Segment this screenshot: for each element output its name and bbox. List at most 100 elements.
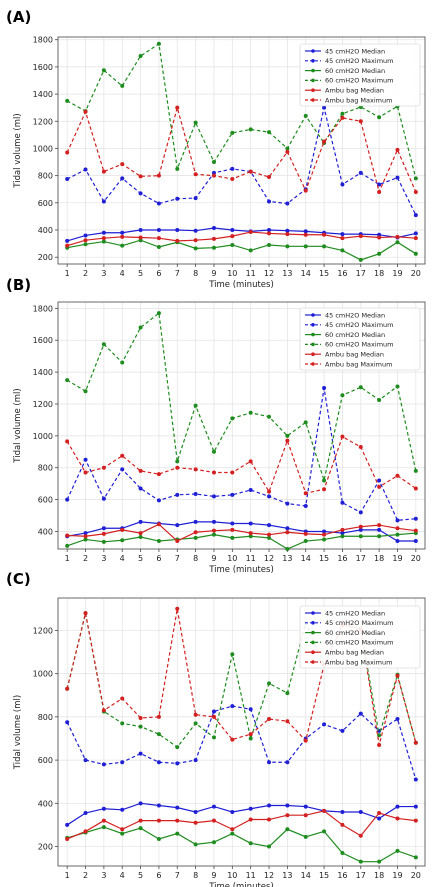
data-point [175, 166, 180, 171]
data-point [303, 232, 308, 237]
data-point [285, 530, 290, 535]
data-point [175, 523, 180, 528]
data-point [267, 175, 272, 180]
data-point [395, 673, 400, 678]
x-tick-label: 9 [211, 871, 216, 880]
series-line-4 [66, 312, 417, 483]
series-line-3 [66, 532, 416, 550]
data-point [156, 311, 161, 316]
data-point [65, 439, 70, 444]
x-tick-label: 10 [227, 269, 237, 278]
data-point [248, 410, 253, 415]
data-point [322, 139, 327, 144]
data-point [303, 539, 308, 544]
data-point [285, 201, 290, 206]
data-point [101, 169, 106, 174]
data-point [377, 527, 382, 532]
data-point [267, 717, 272, 722]
data-point [230, 166, 235, 171]
data-point [65, 720, 70, 725]
data-point [340, 248, 345, 253]
data-point [83, 457, 88, 462]
x-tick-label: 11 [246, 554, 256, 563]
data-point [65, 238, 70, 243]
data-point [193, 238, 198, 243]
data-point [413, 855, 418, 860]
data-point [322, 722, 327, 727]
data-point [377, 523, 382, 528]
legend-swatch-marker [311, 640, 315, 645]
data-point [211, 709, 216, 714]
data-point [395, 848, 400, 853]
data-point [267, 228, 272, 233]
x-tick-label: 17 [356, 554, 366, 563]
data-point [83, 242, 88, 247]
data-point [120, 760, 125, 765]
series-line-2 [66, 387, 416, 521]
x-tick-label: 19 [392, 871, 402, 880]
data-point [248, 169, 253, 174]
legend-swatch-marker [311, 352, 315, 357]
x-axis-label: Time (minutes) [208, 882, 274, 887]
data-point [358, 859, 363, 864]
data-point [138, 801, 143, 806]
data-point [65, 822, 70, 827]
data-point [285, 501, 290, 506]
data-point [83, 758, 88, 763]
data-point [65, 150, 70, 155]
data-point [101, 539, 106, 544]
y-tick-label: 400 [38, 527, 53, 536]
data-point [138, 174, 143, 179]
data-point [175, 831, 180, 836]
legend-swatch-marker [311, 621, 315, 625]
data-point [267, 844, 272, 849]
data-point [101, 762, 106, 767]
data-point [101, 496, 106, 501]
data-point [211, 449, 216, 454]
series-line-3 [67, 826, 417, 863]
data-point [358, 257, 363, 262]
data-point [267, 494, 272, 499]
data-point [248, 806, 253, 811]
data-point [395, 240, 400, 245]
panel-label: (C) [6, 570, 31, 588]
data-point [101, 526, 106, 531]
data-point [377, 251, 382, 256]
data-point [230, 831, 235, 836]
y-tick-label: 800 [38, 713, 53, 722]
data-point [285, 526, 290, 531]
data-point [267, 535, 272, 540]
y-tick-label: 1200 [33, 400, 53, 409]
legend-label: 45 cmH2O Median [325, 609, 385, 617]
data-point [230, 130, 235, 135]
x-tick-label: 16 [337, 871, 347, 880]
legend-label: 45 cmH2O Maximum [325, 321, 393, 329]
legend-swatch-marker [311, 313, 315, 317]
series-line-1 [67, 521, 416, 542]
data-point [138, 468, 143, 473]
y-tick-label: 400 [38, 799, 53, 808]
legend-swatch-marker [311, 68, 315, 73]
data-point [248, 230, 253, 235]
data-point [340, 232, 345, 237]
data-point [120, 831, 125, 836]
y-tick-label: 200 [38, 253, 53, 262]
data-point [83, 233, 88, 238]
series-line-6 [66, 105, 417, 194]
data-point [267, 803, 272, 808]
x-tick-label: 4 [120, 269, 125, 278]
data-point [101, 825, 106, 830]
x-tick-label: 7 [175, 269, 180, 278]
chart-panel-1: 1 2 3 4 5 6 7 8 9 10 11 12 13 14 15 16 17 18 19 20200400600… [6, 8, 426, 290]
data-point [120, 360, 125, 365]
data-point [395, 175, 400, 180]
data-point [83, 531, 88, 536]
data-point [230, 470, 235, 475]
data-point [377, 534, 382, 539]
data-point [175, 745, 180, 750]
data-point [413, 539, 418, 544]
data-point [211, 494, 216, 499]
y-axis-label: Tidal volume (ml) [13, 695, 23, 770]
data-point [65, 836, 70, 841]
data-point [156, 760, 161, 765]
